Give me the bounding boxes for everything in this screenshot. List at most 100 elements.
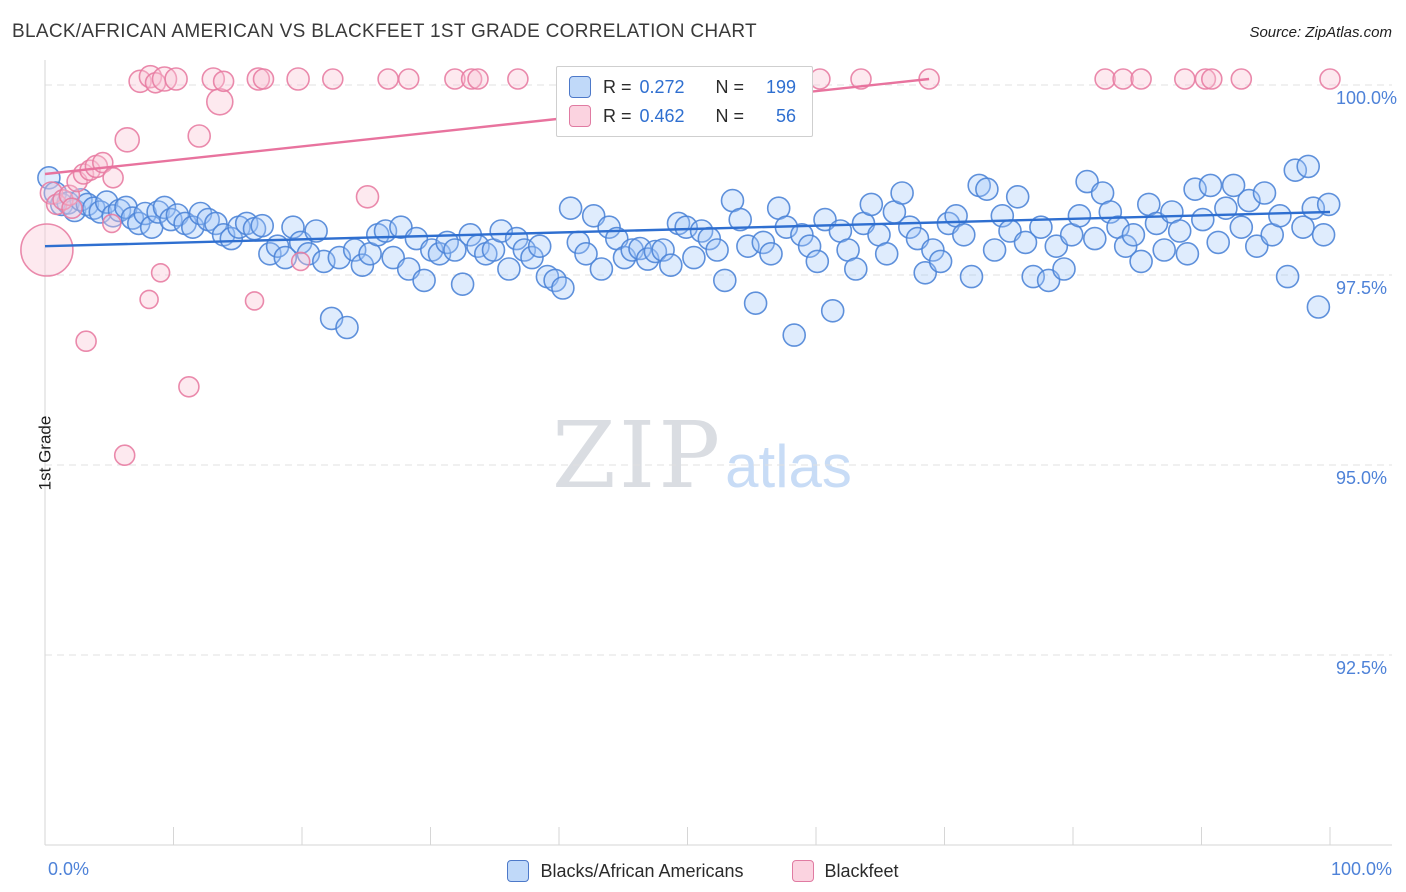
scatter-point[interactable] [1121,223,1146,247]
scatter-point[interactable] [859,192,884,217]
scatter-point[interactable] [1083,226,1107,251]
scatter-point[interactable] [327,245,352,270]
scatter-point[interactable] [150,262,171,283]
scatter-point[interactable] [1005,185,1030,209]
scatter-point[interactable] [736,234,760,258]
scatter-point[interactable] [1275,264,1300,289]
scatter-point[interactable] [1194,68,1217,90]
scatter-point[interactable] [850,68,872,90]
scatter-point[interactable] [589,257,614,281]
scatter-point[interactable] [797,234,822,258]
scatter-point[interactable] [1013,230,1038,255]
scatter-point[interactable] [1183,177,1207,201]
scatter-point[interactable] [890,181,914,205]
scatter-point[interactable] [897,215,922,239]
scatter-point[interactable] [1268,204,1292,228]
scatter-point[interactable] [467,68,489,90]
scatter-point[interactable] [712,268,737,293]
scatter-point[interactable] [1029,215,1053,239]
scatter-point[interactable] [444,68,466,90]
scatter-point[interactable] [39,181,64,205]
scatter-point[interactable] [1167,219,1192,243]
scatter-point[interactable] [1316,192,1341,217]
scatter-point[interactable] [1206,230,1230,255]
scatter-point[interactable] [219,226,244,251]
scatter-point[interactable] [574,242,598,266]
scatter-point[interactable] [874,242,899,266]
scatter-point[interactable] [443,238,467,262]
scatter-point[interactable] [751,230,776,255]
scatter-point[interactable] [159,207,183,232]
scatter-point[interactable] [397,68,420,90]
scatter-point[interactable] [551,276,575,300]
scatter-point[interactable] [113,444,136,467]
scatter-point[interactable] [674,215,699,239]
scatter-point[interactable] [290,251,311,272]
scatter-point[interactable] [286,67,310,91]
scatter-point[interactable] [790,223,814,247]
scatter-point[interactable] [212,70,235,93]
scatter-point[interactable] [507,68,529,90]
scatter-point[interactable] [204,211,228,236]
scatter-point[interactable] [252,68,275,90]
scatter-point[interactable] [273,245,298,270]
scatter-point[interactable] [651,238,675,262]
scatter-point[interactable] [114,127,140,153]
legend-item-blacks-african-americans[interactable]: Blacks/African Americans [507,860,744,882]
scatter-point[interactable] [705,238,729,262]
scatter-point[interactable] [1175,242,1200,266]
scatter-point[interactable] [321,68,344,90]
scatter-point[interactable] [1237,188,1261,213]
scatter-point[interactable] [61,197,83,219]
scatter-point[interactable] [728,207,753,232]
scatter-point[interactable] [520,245,544,270]
scatter-point[interactable] [1094,68,1116,90]
scatter-point[interactable] [20,223,74,277]
scatter-point[interactable] [1296,154,1320,179]
scatter-point[interactable] [1201,68,1223,90]
scatter-point[interactable] [1021,264,1045,289]
scatter-point[interactable] [743,291,768,316]
scatter-point[interactable] [1130,68,1152,90]
scatter-point[interactable] [1052,257,1076,281]
scatter-point[interactable] [1198,173,1223,198]
scatter-point[interactable] [146,200,170,224]
legend-row-blue[interactable]: R = 0.272 N = 199 [569,76,796,98]
scatter-point[interactable] [820,298,845,323]
scatter-point[interactable] [335,315,359,340]
scatter-point[interactable] [928,249,953,274]
scatter-point[interactable] [489,219,514,243]
scatter-point[interactable] [350,253,375,278]
scatter-point[interactable] [959,264,984,289]
scatter-point[interactable] [58,184,81,207]
scatter-point[interactable] [246,67,271,91]
scatter-point[interactable] [558,196,583,220]
legend-item-blackfeet[interactable]: Blackfeet [791,860,899,882]
scatter-point[interactable] [311,249,336,274]
scatter-point[interactable] [1113,234,1138,258]
scatter-point[interactable] [975,177,999,201]
scatter-point[interactable] [250,213,275,238]
scatter-point[interactable] [102,213,122,234]
scatter-point[interactable] [805,249,830,274]
scatter-point[interactable] [1067,204,1092,228]
scatter-point[interactable] [164,67,188,91]
scatter-point[interactable] [1152,238,1176,262]
scatter-point[interactable] [682,245,706,270]
scatter-point[interactable] [497,257,521,281]
scatter-point[interactable] [355,185,380,209]
legend-row-pink[interactable]: R = 0.462 N = 56 [569,105,796,127]
scatter-point[interactable] [527,234,552,258]
scatter-point[interactable] [597,215,621,239]
scatter-point[interactable] [1174,68,1196,90]
scatter-point[interactable] [460,68,483,90]
scatter-point[interactable] [427,242,452,266]
scatter-point[interactable] [843,257,868,281]
scatter-point[interactable] [1221,173,1246,198]
scatter-point[interactable] [1291,215,1315,239]
scatter-point[interactable] [244,291,265,311]
scatter-point[interactable] [139,289,159,310]
scatter-point[interactable] [1311,223,1336,247]
scatter-point[interactable] [102,167,124,189]
scatter-point[interactable] [94,190,119,214]
